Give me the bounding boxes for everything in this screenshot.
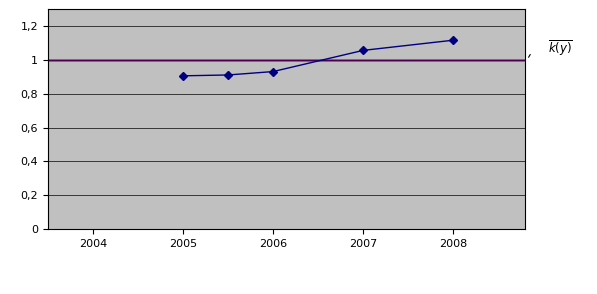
Text: $\overline{k(y)}$: $\overline{k(y)}$ [548, 39, 573, 59]
